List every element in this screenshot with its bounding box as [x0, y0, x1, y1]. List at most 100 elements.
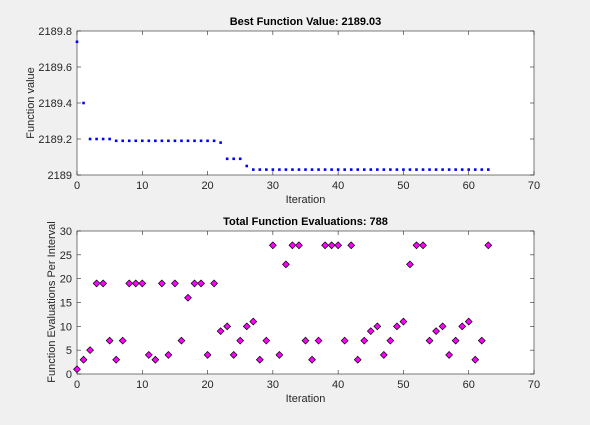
bottom-data-point: [334, 241, 343, 250]
bottom-data-point: [99, 279, 108, 288]
bottom-data-point: [399, 317, 408, 326]
top-data-point: [199, 139, 203, 143]
top-data-point: [251, 168, 255, 171]
bottom-data-point: [379, 351, 388, 359]
bottom-data-point: [138, 279, 147, 288]
bottom-y-tick-label: 30: [60, 226, 72, 238]
top-data-point: [88, 137, 92, 141]
top-data-point: [173, 139, 177, 143]
top-data-point: [441, 168, 444, 171]
bottom-data-point: [242, 322, 251, 331]
bottom-y-tick-label: 0: [66, 369, 72, 381]
top-data-point: [421, 168, 425, 171]
top-data-point: [434, 168, 438, 171]
bottom-y-tick-label: 25: [60, 250, 72, 262]
bottom-data-point: [464, 317, 473, 326]
top-data-point: [193, 139, 196, 143]
bottom-data-point: [353, 355, 362, 364]
bottom-data-point: [301, 336, 310, 345]
top-x-axis-label: Iteration: [286, 194, 326, 206]
top-data-point: [127, 139, 131, 143]
top-data-point: [108, 137, 111, 141]
bottom-y-axis-label: Function Evaluations Per Interval: [46, 221, 58, 382]
top-plot-area: [76, 30, 535, 176]
top-data-point: [428, 168, 431, 171]
top-data-point: [219, 141, 222, 144]
top-data-point: [395, 168, 399, 171]
top-data-point: [232, 157, 235, 161]
bottom-data-point: [151, 355, 160, 364]
top-data-point: [376, 168, 379, 171]
bottom-data-point: [432, 327, 440, 335]
top-data-point: [487, 168, 490, 171]
bottom-data-point: [105, 336, 114, 345]
bottom-data-point: [347, 241, 356, 250]
bottom-data-point: [73, 365, 81, 374]
top-data-point: [310, 168, 314, 171]
top-data-point: [317, 168, 320, 171]
top-data-point: [460, 168, 464, 171]
top-chart-title: Best Function Value: 2189.03: [230, 16, 382, 28]
top-data-point: [356, 168, 360, 171]
bottom-chart-title: Total Function Evaluations: 788: [223, 216, 388, 228]
top-data-point: [180, 139, 183, 143]
bottom-data-point: [419, 241, 427, 250]
bottom-data-point: [210, 279, 218, 288]
bottom-data-point: [249, 317, 258, 326]
top-data-point: [186, 139, 190, 143]
bottom-x-tick-label: 30: [267, 379, 279, 391]
top-y-tick-label: 2189: [48, 170, 72, 182]
bottom-data-point: [308, 355, 316, 364]
bottom-x-tick-label: 20: [201, 379, 213, 391]
bottom-data-point: [197, 279, 205, 288]
top-y-tick-label: 2189.2: [38, 134, 72, 146]
top-data-point: [382, 168, 386, 171]
top-data-point: [114, 139, 118, 143]
bottom-data-point: [275, 351, 284, 359]
top-data-point: [167, 139, 170, 143]
top-data-point: [343, 168, 346, 171]
bottom-x-tick-label: 40: [332, 379, 344, 391]
bottom-data-point: [438, 322, 447, 331]
top-chart: Best Function Value: 2189.03 Iteration F…: [25, 16, 540, 206]
top-data-point: [238, 157, 242, 161]
top-data-point: [330, 168, 333, 171]
top-x-tick-label: 40: [332, 180, 344, 192]
bottom-data-point: [79, 355, 88, 364]
bottom-plot-area: [76, 230, 535, 375]
bottom-x-tick-label: 70: [528, 379, 540, 391]
top-data-point: [265, 168, 268, 171]
bottom-data-point: [314, 336, 323, 345]
bottom-x-tick-label: 0: [74, 379, 80, 391]
bottom-data-point: [216, 327, 225, 335]
bottom-data-point: [340, 336, 349, 345]
top-data-point: [304, 168, 307, 171]
bottom-data-point: [458, 322, 467, 331]
bottom-x-tick-label: 10: [136, 379, 148, 391]
bottom-data-point: [321, 241, 329, 250]
top-data-point: [225, 157, 229, 161]
bottom-data-point: [229, 351, 238, 359]
bottom-data-point: [131, 279, 140, 288]
top-data-point: [212, 139, 216, 143]
top-data-point: [121, 139, 124, 143]
top-data-point: [480, 168, 484, 171]
top-y-tick-label: 2189.6: [38, 62, 72, 74]
bottom-data-point: [184, 293, 192, 302]
top-data-point: [271, 168, 275, 171]
bottom-data-point: [171, 279, 179, 288]
top-data-point: [245, 164, 249, 168]
bottom-data-point: [366, 327, 375, 335]
bottom-data-point: [118, 336, 127, 345]
bottom-data-point: [92, 279, 101, 288]
top-data-point: [101, 137, 105, 141]
top-data-point: [284, 168, 288, 171]
bottom-data-point: [268, 241, 277, 250]
bottom-data-point: [451, 336, 460, 345]
top-data-point: [336, 168, 340, 171]
top-x-tick-label: 10: [136, 180, 148, 192]
bottom-data-point: [406, 260, 414, 269]
top-data-point: [291, 168, 294, 171]
top-y-tick-label: 2189.4: [38, 98, 72, 110]
